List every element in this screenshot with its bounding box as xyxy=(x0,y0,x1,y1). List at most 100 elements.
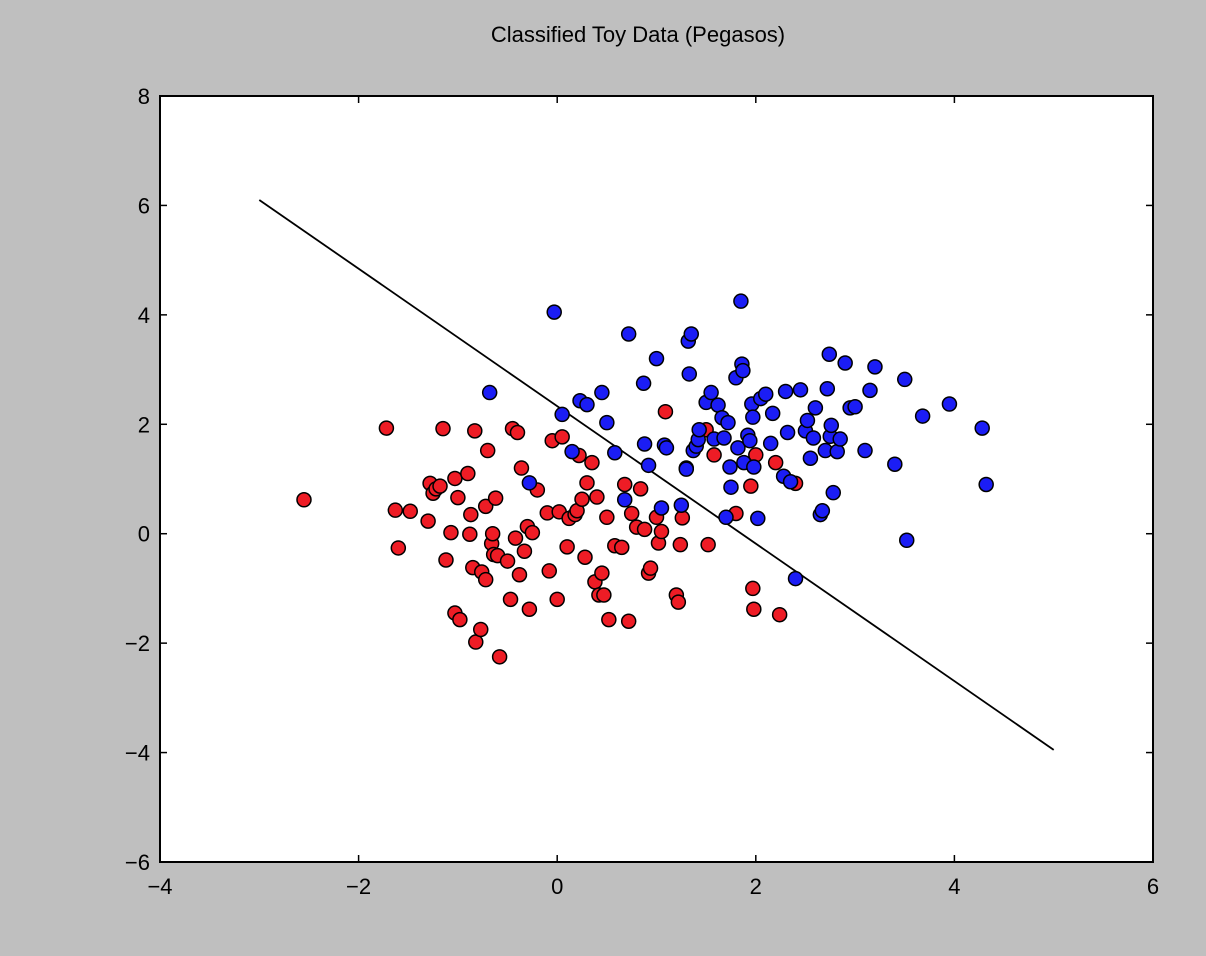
blue-data-point xyxy=(742,432,758,449)
blue-data-point xyxy=(867,359,883,375)
blue-data-point xyxy=(807,400,824,416)
red-data-point xyxy=(657,403,674,420)
y-tick-label: 4 xyxy=(138,303,150,328)
red-data-point xyxy=(672,536,689,553)
red-data-point xyxy=(549,591,565,608)
red-data-point xyxy=(771,606,788,623)
red-data-point xyxy=(462,526,478,543)
red-data-point xyxy=(620,613,637,630)
x-tick-label: 6 xyxy=(1147,874,1159,899)
red-data-point xyxy=(574,491,590,507)
red-data-point xyxy=(509,424,526,441)
red-data-point xyxy=(541,563,558,579)
blue-data-point xyxy=(733,293,749,309)
y-tick-label: 0 xyxy=(138,522,150,547)
blue-data-point xyxy=(681,366,698,382)
y-tick-label: −4 xyxy=(125,741,150,766)
blue-data-point xyxy=(832,431,848,447)
blue-data-point xyxy=(691,422,707,438)
x-tick-label: −4 xyxy=(147,874,172,899)
plot-area xyxy=(159,95,1154,863)
blue-data-point xyxy=(718,509,734,526)
blue-data-point xyxy=(481,384,498,401)
red-data-point xyxy=(577,549,593,565)
blue-data-point xyxy=(703,384,719,401)
red-data-point xyxy=(589,489,605,505)
blue-data-point xyxy=(564,443,580,460)
red-data-point xyxy=(632,481,649,497)
red-data-point xyxy=(613,539,630,556)
red-data-point xyxy=(636,521,653,538)
red-data-point xyxy=(584,454,600,471)
decision-boundary-line xyxy=(258,199,1055,751)
blue-data-point xyxy=(735,362,751,379)
red-data-point xyxy=(743,478,759,494)
blue-data-point xyxy=(546,304,562,320)
red-data-point xyxy=(601,611,617,628)
blue-data-point xyxy=(762,435,779,452)
blue-data-point xyxy=(821,346,838,363)
blue-data-point xyxy=(898,532,915,549)
blue-data-point xyxy=(792,382,809,398)
red-data-point xyxy=(653,523,670,540)
blue-data-point xyxy=(750,510,766,527)
red-data-point xyxy=(472,621,489,638)
red-data-point xyxy=(296,492,312,508)
blue-data-point xyxy=(636,436,653,452)
blue-data-point xyxy=(782,473,799,490)
red-data-point xyxy=(420,513,436,529)
blue-data-point xyxy=(620,326,637,342)
red-data-point xyxy=(460,465,476,482)
y-tick-label: 2 xyxy=(138,412,150,437)
y-tick-label: 6 xyxy=(138,193,150,218)
blue-data-point xyxy=(746,459,762,475)
red-data-point xyxy=(499,553,516,569)
blue-data-point xyxy=(787,570,804,587)
blue-data-point xyxy=(648,350,665,367)
blue-data-point xyxy=(658,440,675,456)
blue-data-point xyxy=(829,443,845,460)
red-data-point xyxy=(450,489,466,506)
data-points xyxy=(296,293,994,665)
red-data-point xyxy=(402,503,418,520)
blue-data-point xyxy=(941,396,958,412)
blue-data-point xyxy=(723,479,739,495)
blue-data-point xyxy=(974,420,990,436)
blue-data-point xyxy=(616,492,633,508)
red-data-point xyxy=(390,540,407,556)
red-data-point xyxy=(502,591,519,608)
red-data-point xyxy=(599,509,615,526)
red-data-point xyxy=(487,490,504,506)
blue-data-point xyxy=(594,384,610,401)
y-tick-label: 8 xyxy=(138,84,150,109)
chart-title: Classified Toy Data (Pegasos) xyxy=(490,22,786,47)
red-data-point xyxy=(706,447,722,463)
x-tick-label: 2 xyxy=(750,874,762,899)
red-data-point xyxy=(438,552,454,568)
blue-data-point xyxy=(720,414,736,431)
blue-data-point xyxy=(653,500,670,516)
red-data-point xyxy=(516,543,533,559)
red-data-point xyxy=(524,524,541,541)
blue-data-point xyxy=(678,461,695,477)
blue-data-point xyxy=(897,371,913,388)
red-data-point xyxy=(579,475,595,491)
blue-data-point xyxy=(635,375,652,391)
blue-data-point xyxy=(862,382,878,399)
blue-data-point xyxy=(857,442,873,459)
blue-data-point xyxy=(521,475,538,491)
red-data-point xyxy=(745,580,761,597)
y-tick-label: −6 xyxy=(125,850,150,875)
blue-data-point xyxy=(730,440,746,456)
blue-data-point xyxy=(673,497,690,514)
red-data-point xyxy=(491,649,508,665)
red-data-point xyxy=(596,587,612,603)
red-data-point xyxy=(435,420,451,437)
blue-data-point xyxy=(722,459,738,475)
blue-data-point xyxy=(554,406,570,423)
blue-data-point xyxy=(887,456,903,472)
red-data-point xyxy=(594,565,610,581)
red-data-point xyxy=(559,539,575,555)
